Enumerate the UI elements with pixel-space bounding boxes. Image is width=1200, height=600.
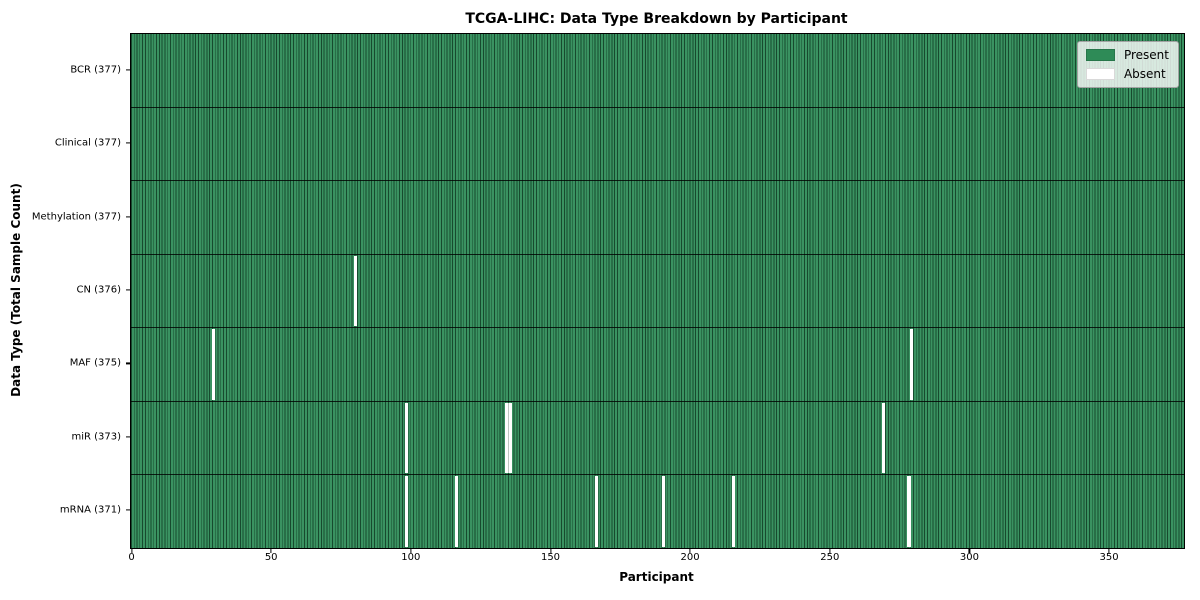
absent-cell-miR-98: [404, 402, 408, 474]
row-Clinical: [131, 106, 1184, 181]
x-axis-label: Participant: [619, 570, 694, 584]
x-tick-mark: [689, 548, 691, 553]
x-tick-label-200: 200: [680, 552, 700, 563]
x-tick-label-350: 350: [1099, 552, 1119, 563]
y-tick-label-mRNA: mRNA (371): [59, 504, 121, 516]
absent-cell-miR-269: [882, 402, 886, 474]
row-mRNA: [131, 474, 1184, 549]
absent-cell-mRNA-116: [455, 476, 459, 548]
legend-label-present: Present: [1123, 48, 1169, 62]
absent-cell-mRNA-215: [731, 476, 735, 548]
y-tick-label-BCR: BCR (377): [70, 64, 121, 76]
plot-area: Present Absent: [130, 33, 1185, 549]
chart-title: TCGA-LIHC: Data Type Breakdown by Partic…: [465, 11, 848, 27]
y-tick-label-CN: CN (376): [76, 284, 121, 296]
absent-cell-mRNA-166: [594, 476, 598, 548]
x-tick-mark: [1108, 548, 1110, 553]
legend: Present Absent: [1076, 41, 1179, 88]
absent-cell-miR-134: [505, 402, 509, 474]
x-tick-mark: [549, 548, 552, 553]
x-tick-label-150: 150: [540, 552, 561, 563]
x-tick-label-250: 250: [820, 552, 840, 563]
y-tick-mark: [126, 216, 130, 218]
present-swatch: [1085, 49, 1115, 61]
legend-item-absent: Absent: [1085, 67, 1169, 81]
x-tick-mark: [130, 548, 133, 553]
row-miR: [131, 400, 1184, 475]
x-tick-label-0: 0: [128, 552, 135, 563]
y-tick-label-Clinical: Clinical (377): [54, 137, 121, 149]
y-tick-label-Methylation: Methylation (377): [31, 211, 121, 223]
legend-item-present: Present: [1085, 48, 1169, 62]
absent-cell-CN-80: [354, 255, 358, 327]
y-tick-mark: [126, 509, 130, 511]
row-CN: [131, 253, 1184, 328]
x-tick-label-100: 100: [401, 552, 421, 563]
x-tick-mark: [410, 548, 412, 553]
y-tick-mark: [126, 142, 130, 144]
row-BCR: [131, 34, 1184, 107]
absent-cell-miR-135: [508, 402, 513, 474]
x-tick-label-50: 50: [264, 552, 278, 563]
y-tick-mark: [126, 69, 130, 71]
y-tick-label-MAF: MAF (375): [69, 357, 121, 369]
y-tick-mark: [126, 289, 130, 291]
x-tick-mark: [270, 548, 272, 553]
absent-cell-mRNA-278: [907, 476, 911, 548]
absent-cell-MAF-279: [910, 329, 914, 400]
x-tick-label-300: 300: [959, 552, 979, 563]
x-tick-mark: [829, 548, 831, 553]
row-MAF: [131, 327, 1184, 401]
y-tick-mark: [126, 436, 130, 438]
x-tick-mark: [968, 548, 970, 553]
y-tick-label-miR: miR (373): [71, 431, 121, 443]
legend-label-absent: Absent: [1123, 67, 1166, 81]
absent-cell-mRNA-98: [404, 476, 408, 548]
row-Methylation: [131, 180, 1184, 254]
heatmap-rows: [131, 34, 1184, 549]
absent-swatch: [1085, 68, 1115, 80]
absent-cell-MAF-29: [212, 329, 216, 400]
absent-cell-mRNA-190: [661, 476, 665, 548]
y-tick-mark: [126, 362, 130, 364]
